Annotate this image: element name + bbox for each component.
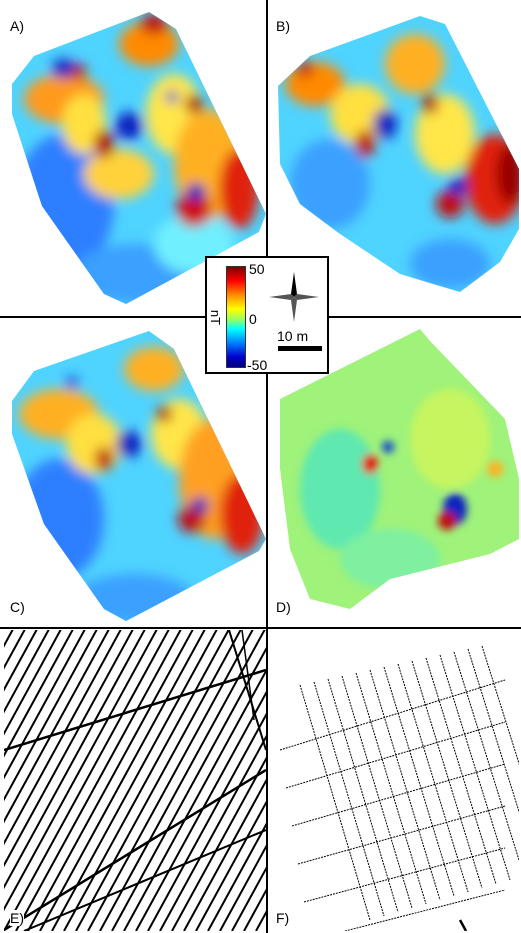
- track-line: [51, 630, 218, 931]
- track-line: [411, 660, 483, 889]
- grid-divider-bottom: [0, 627, 521, 629]
- panel-label-b: B): [276, 18, 290, 34]
- track-line: [453, 651, 519, 862]
- grid-divider-vertical: [266, 0, 268, 933]
- track-line: [355, 672, 427, 905]
- panel-label-c: C): [10, 599, 25, 615]
- crossing-track-line: [343, 889, 506, 931]
- panel-label-e: E): [10, 910, 24, 926]
- track-line: [111, 647, 266, 931]
- track-line: [159, 734, 266, 931]
- magnetic-map-b: [278, 16, 519, 292]
- panel-e: E): [4, 630, 266, 931]
- track-line: [207, 822, 266, 931]
- track-line: [27, 630, 194, 931]
- track-line: [4, 630, 98, 802]
- panel-label-d: D): [276, 599, 291, 615]
- magnetic-map-d: [280, 329, 519, 609]
- track-line: [4, 630, 146, 890]
- track-line: [195, 800, 266, 931]
- crossing-track-line: [291, 763, 506, 827]
- track-line: [341, 675, 413, 909]
- panel-label-f: F): [276, 910, 290, 926]
- track-line: [313, 681, 385, 917]
- track-line: [4, 630, 38, 692]
- legend-mid-label: 0: [249, 311, 257, 327]
- magnetic-map-c: [12, 331, 266, 621]
- track-line: [15, 630, 182, 931]
- track-line: [4, 630, 74, 758]
- crossing-track-line: [297, 805, 506, 865]
- track-line: [467, 648, 519, 814]
- panel-label-a: A): [10, 18, 24, 34]
- track-line: [39, 630, 206, 931]
- track-line: [219, 844, 266, 931]
- panel-f: F): [270, 630, 519, 931]
- track-line: [383, 666, 455, 897]
- track-line: [183, 778, 266, 931]
- track-line: [87, 630, 254, 931]
- track-line: [4, 630, 86, 780]
- track-line: [481, 645, 519, 766]
- compass-rose-icon: [269, 272, 319, 322]
- legend: 50 0 -50 nT 10 m: [205, 256, 329, 374]
- survey-tracks-sparse: [279, 645, 519, 931]
- track-line: [327, 678, 399, 913]
- track-line: [147, 713, 266, 931]
- track-line: [439, 654, 511, 881]
- panel-a: A): [4, 4, 266, 315]
- track-line: [123, 669, 266, 931]
- track-line: [75, 630, 242, 931]
- survey-tracks-dense: [4, 630, 266, 931]
- legend-unit-label: nT: [208, 309, 224, 326]
- crossing-track-line: [4, 668, 266, 752]
- crossing-track-line: [228, 630, 266, 751]
- track-line: [63, 630, 230, 931]
- track-line: [397, 663, 469, 893]
- track-line: [458, 919, 468, 931]
- track-line: [4, 630, 110, 824]
- track-line: [425, 657, 497, 885]
- legend-max-label: 50: [249, 261, 265, 277]
- scale-bar: [278, 346, 322, 351]
- track-line: [369, 669, 441, 901]
- crossing-track-line: [285, 721, 506, 789]
- track-line: [4, 630, 50, 714]
- track-line: [4, 630, 62, 736]
- scale-label: 10 m: [277, 328, 309, 344]
- crossing-track-line: [23, 829, 266, 931]
- magnetic-map-a: [12, 12, 266, 304]
- track-line: [4, 630, 170, 931]
- crossing-track-line: [241, 630, 255, 721]
- track-line: [99, 630, 266, 931]
- track-line: [4, 630, 134, 868]
- track-line: [4, 630, 122, 846]
- colorbar: [226, 266, 246, 368]
- track-line: [299, 684, 371, 921]
- crossing-track-line: [303, 847, 506, 903]
- track-line: [231, 866, 266, 931]
- crossing-track-line: [4, 768, 266, 931]
- track-line: [4, 630, 158, 912]
- track-line: [135, 691, 266, 931]
- crossing-track-line: [279, 679, 506, 751]
- legend-min-label: -50: [247, 357, 268, 373]
